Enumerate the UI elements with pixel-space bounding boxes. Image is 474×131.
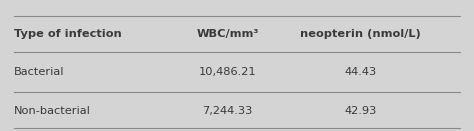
- Text: 10,486.21: 10,486.21: [199, 67, 256, 77]
- Text: Type of infection: Type of infection: [14, 29, 122, 39]
- Text: 42.93: 42.93: [344, 106, 376, 116]
- Text: WBC/mm³: WBC/mm³: [196, 29, 259, 39]
- Text: Non-bacterial: Non-bacterial: [14, 106, 91, 116]
- Text: 44.43: 44.43: [344, 67, 376, 77]
- Text: neopterin (nmol/L): neopterin (nmol/L): [300, 29, 420, 39]
- Text: Bacterial: Bacterial: [14, 67, 65, 77]
- Text: 7,244.33: 7,244.33: [202, 106, 253, 116]
